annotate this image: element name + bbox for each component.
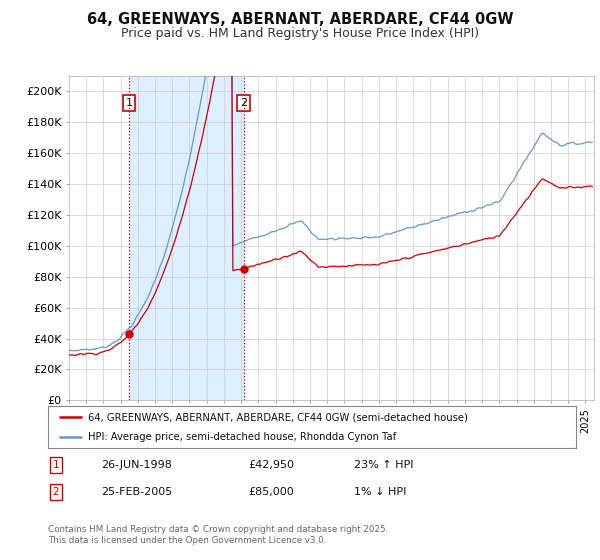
Text: 23% ↑ HPI: 23% ↑ HPI xyxy=(354,460,414,470)
Text: 1: 1 xyxy=(53,460,59,470)
Bar xyxy=(129,76,244,400)
Text: 64, GREENWAYS, ABERNANT, ABERDARE, CF44 0GW: 64, GREENWAYS, ABERNANT, ABERDARE, CF44 … xyxy=(87,12,513,27)
Text: HPI: Average price, semi-detached house, Rhondda Cynon Taf: HPI: Average price, semi-detached house,… xyxy=(88,432,396,442)
Text: 1% ↓ HPI: 1% ↓ HPI xyxy=(354,487,407,497)
Text: 2: 2 xyxy=(240,98,247,108)
Text: 25-FEB-2005: 25-FEB-2005 xyxy=(101,487,172,497)
Text: 1: 1 xyxy=(125,98,133,108)
Text: 64, GREENWAYS, ABERNANT, ABERDARE, CF44 0GW (semi-detached house): 64, GREENWAYS, ABERNANT, ABERDARE, CF44 … xyxy=(88,412,467,422)
Text: 26-JUN-1998: 26-JUN-1998 xyxy=(101,460,172,470)
Text: £85,000: £85,000 xyxy=(248,487,295,497)
Text: £42,950: £42,950 xyxy=(248,460,295,470)
Text: Price paid vs. HM Land Registry's House Price Index (HPI): Price paid vs. HM Land Registry's House … xyxy=(121,27,479,40)
Text: Contains HM Land Registry data © Crown copyright and database right 2025.
This d: Contains HM Land Registry data © Crown c… xyxy=(48,525,388,545)
Text: 2: 2 xyxy=(53,487,59,497)
